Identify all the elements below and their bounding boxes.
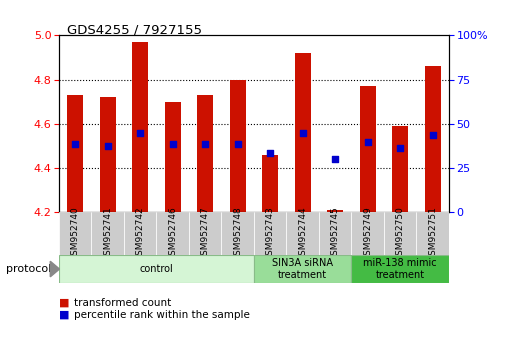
- Bar: [222, 212, 254, 255]
- Text: control: control: [140, 264, 173, 274]
- Point: [201, 141, 209, 147]
- Text: GSM952741: GSM952741: [103, 206, 112, 261]
- Bar: [262, 155, 278, 212]
- Text: GSM952740: GSM952740: [71, 206, 80, 261]
- Point: [233, 141, 242, 147]
- Text: GSM952745: GSM952745: [331, 206, 340, 261]
- Bar: [294, 53, 311, 212]
- Bar: [229, 80, 246, 212]
- Text: GSM952750: GSM952750: [396, 206, 405, 261]
- Bar: [360, 86, 376, 212]
- Bar: [424, 66, 441, 212]
- Bar: [67, 95, 83, 212]
- Text: transformed count: transformed count: [74, 298, 172, 308]
- Point: [266, 150, 274, 155]
- Text: ■: ■: [59, 310, 69, 320]
- Bar: [392, 126, 408, 212]
- Bar: [197, 95, 213, 212]
- Bar: [351, 255, 449, 283]
- Point: [169, 141, 177, 147]
- Text: miR-138 mimic
treatment: miR-138 mimic treatment: [363, 258, 437, 280]
- Point: [428, 132, 437, 138]
- Text: GSM952744: GSM952744: [298, 206, 307, 261]
- Bar: [91, 212, 124, 255]
- Point: [331, 156, 339, 162]
- Text: GSM952751: GSM952751: [428, 206, 437, 261]
- Bar: [327, 210, 343, 212]
- Text: ■: ■: [59, 298, 69, 308]
- Point: [396, 145, 404, 151]
- Bar: [59, 212, 91, 255]
- Point: [71, 141, 80, 147]
- Bar: [156, 212, 189, 255]
- Point: [299, 130, 307, 136]
- Bar: [124, 212, 156, 255]
- Text: GSM952743: GSM952743: [266, 206, 274, 261]
- Bar: [417, 212, 449, 255]
- Bar: [59, 255, 254, 283]
- Bar: [254, 255, 351, 283]
- Point: [136, 130, 144, 136]
- Text: GDS4255 / 7927155: GDS4255 / 7927155: [67, 23, 202, 36]
- Bar: [351, 212, 384, 255]
- Bar: [319, 212, 351, 255]
- Text: protocol: protocol: [6, 264, 51, 274]
- Bar: [384, 212, 417, 255]
- Bar: [132, 42, 148, 212]
- Text: GSM952749: GSM952749: [363, 206, 372, 261]
- Bar: [165, 102, 181, 212]
- Text: GSM952747: GSM952747: [201, 206, 210, 261]
- Bar: [286, 212, 319, 255]
- Text: GSM952746: GSM952746: [168, 206, 177, 261]
- Point: [364, 139, 372, 144]
- Text: GSM952748: GSM952748: [233, 206, 242, 261]
- Text: percentile rank within the sample: percentile rank within the sample: [74, 310, 250, 320]
- Bar: [189, 212, 222, 255]
- Text: GSM952742: GSM952742: [136, 206, 145, 261]
- Text: SIN3A siRNA
treatment: SIN3A siRNA treatment: [272, 258, 333, 280]
- Bar: [254, 212, 286, 255]
- Point: [104, 143, 112, 149]
- Bar: [100, 97, 116, 212]
